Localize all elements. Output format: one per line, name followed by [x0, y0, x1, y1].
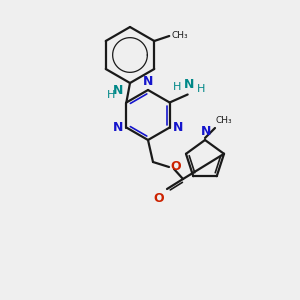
Text: CH₃: CH₃ [216, 116, 232, 125]
Text: N: N [143, 75, 153, 88]
Text: N: N [173, 121, 183, 134]
Text: H: H [173, 82, 182, 92]
Text: N: N [113, 84, 123, 97]
Text: O: O [153, 192, 164, 205]
Text: N: N [201, 125, 211, 138]
Text: CH₃: CH₃ [171, 31, 188, 40]
Text: H: H [197, 85, 205, 94]
Text: N: N [113, 121, 123, 134]
Text: O: O [170, 160, 181, 172]
Text: H: H [107, 90, 116, 100]
Text: N: N [184, 79, 194, 92]
